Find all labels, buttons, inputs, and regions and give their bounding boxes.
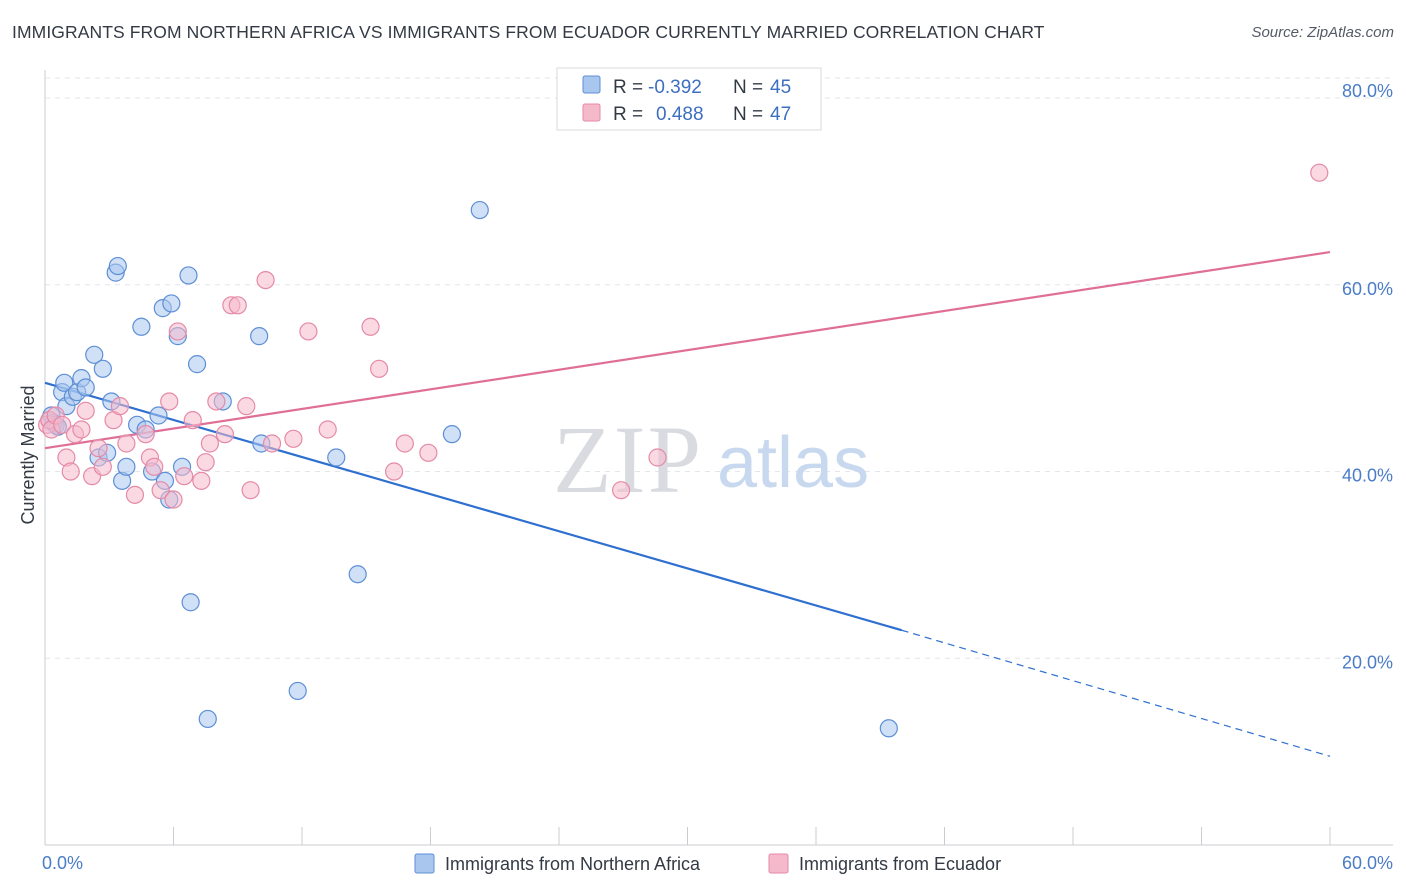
- pink-point-41: [370, 359, 389, 378]
- pink-point-16: [125, 485, 145, 504]
- legend-n-value-0: 45: [770, 77, 791, 98]
- legend-n-label-0: N =: [733, 77, 763, 98]
- blue-point-41: [348, 565, 367, 584]
- data-points: [38, 163, 1329, 738]
- pink-point-43: [395, 434, 414, 453]
- pink-point-15: [117, 434, 136, 453]
- pink-point-22: [164, 490, 183, 509]
- axes: [44, 70, 1393, 846]
- pink-point-9: [76, 401, 95, 420]
- y-axis-title: Currently Married: [18, 385, 38, 524]
- pink-point-12: [93, 457, 112, 476]
- pink-point-32: [228, 296, 247, 315]
- x-tick-label-max: 60.0%: [1342, 853, 1393, 873]
- pink-point-24: [175, 467, 194, 486]
- pink-point-36: [262, 434, 282, 453]
- pink-point-46: [648, 448, 667, 467]
- blue-point-33: [181, 593, 200, 612]
- pink-trend-line: [44, 250, 1331, 450]
- pink-point-40: [361, 317, 380, 336]
- blue-point-29: [162, 294, 181, 313]
- pink-point-38: [299, 322, 318, 341]
- legend-swatch-pink: [582, 103, 601, 122]
- pink-point-44: [419, 443, 438, 462]
- blue-point-34: [187, 355, 207, 374]
- series-legend-swatch-blue: [414, 853, 435, 874]
- pink-point-11: [89, 439, 108, 458]
- pink-point-27: [196, 453, 215, 472]
- legend-swatch-blue: [582, 75, 601, 94]
- blue-point-20: [117, 457, 136, 476]
- watermark: ZIP atlas: [553, 406, 869, 513]
- blue-point-44: [879, 719, 898, 738]
- series-legend-swatch-pink: [768, 853, 789, 874]
- y-tick-labels: 20.0% 40.0% 60.0% 80.0%: [1342, 81, 1393, 672]
- blue-point-35: [198, 709, 217, 729]
- blue-point-43: [470, 200, 489, 220]
- series-legend: Immigrants from Northern Africa Immigran…: [414, 853, 1001, 874]
- pink-point-6: [61, 462, 80, 481]
- pink-point-33: [237, 397, 256, 416]
- blue-point-18: [108, 256, 127, 276]
- x-tick-label-min: 0.0%: [42, 853, 83, 873]
- legend-r-label-1: R =: [613, 104, 643, 125]
- blue-point-6: [55, 373, 74, 392]
- blue-point-37: [250, 327, 269, 346]
- blue-point-11: [76, 378, 95, 397]
- series-legend-label-blue: Immigrants from Northern Africa: [445, 854, 701, 874]
- pink-point-28: [200, 434, 220, 453]
- pink-point-4: [53, 415, 72, 434]
- pink-point-23: [168, 322, 187, 341]
- watermark-zip: ZIP: [553, 406, 703, 513]
- blue-trend-line-extension: [901, 629, 1331, 757]
- legend-r-label-0: R =: [613, 77, 643, 98]
- pink-point-29: [207, 392, 226, 411]
- pink-point-34: [241, 481, 260, 500]
- legend-r-value-1: 0.488: [656, 104, 704, 125]
- y-tick-label-60: 60.0%: [1342, 279, 1393, 299]
- grid-lines: [45, 77, 1393, 659]
- pink-point-19: [145, 457, 164, 476]
- pink-point-8: [72, 420, 91, 439]
- legend-box: [556, 67, 822, 131]
- pink-point-35: [256, 270, 275, 290]
- blue-point-14: [93, 359, 112, 378]
- blue-point-25: [149, 406, 168, 425]
- pink-point-45: [612, 481, 631, 500]
- pink-point-26: [192, 471, 211, 490]
- y-tick-label-40: 40.0%: [1342, 466, 1393, 486]
- pink-point-25: [183, 411, 202, 430]
- blue-point-42: [442, 425, 462, 444]
- blue-point-32: [179, 266, 198, 285]
- legend-r-value-0: -0.392: [648, 77, 702, 98]
- pink-point-17: [136, 425, 155, 444]
- pink-point-39: [318, 420, 337, 439]
- watermark-atlas: atlas: [717, 423, 869, 503]
- blue-point-22: [132, 317, 151, 336]
- blue-point-40: [327, 448, 346, 467]
- chart-title: IMMIGRANTS FROM NORTHERN AFRICA VS IMMIG…: [12, 22, 1045, 42]
- blue-point-39: [288, 681, 307, 701]
- pink-point-47: [1310, 163, 1329, 182]
- legend-n-label-1: N =: [733, 104, 763, 125]
- source-label: Source: ZipAtlas.com: [1251, 24, 1394, 41]
- legend-n-value-1: 47: [770, 104, 791, 125]
- y-tick-label-20: 20.0%: [1342, 652, 1393, 672]
- y-tick-label-80: 80.0%: [1342, 81, 1393, 101]
- pink-point-20: [151, 481, 170, 500]
- series-legend-label-pink: Immigrants from Ecuador: [799, 854, 1001, 874]
- pink-point-37: [284, 429, 303, 448]
- correlation-legend: R = -0.392 N = 45 R = 0.488 N = 47: [556, 67, 822, 131]
- pink-point-42: [384, 462, 404, 481]
- pink-point-14: [110, 397, 130, 416]
- pink-point-30: [215, 425, 234, 444]
- blue-point-12: [85, 345, 104, 364]
- pink-point-21: [160, 392, 179, 411]
